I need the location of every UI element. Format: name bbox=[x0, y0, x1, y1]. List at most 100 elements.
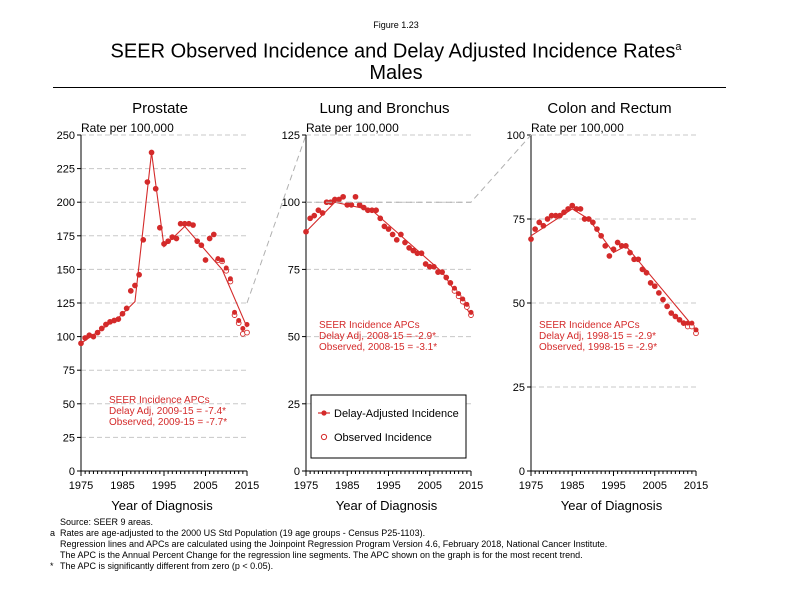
y-tick-label: 250 bbox=[57, 130, 75, 142]
delay-adjusted-point bbox=[681, 320, 687, 326]
delay-adjusted-point bbox=[627, 250, 633, 256]
x-tick-label: 1985 bbox=[560, 480, 584, 492]
y-tick-label: 0 bbox=[69, 466, 75, 478]
delay-adjusted-point bbox=[545, 216, 550, 222]
delay-adjusted-point bbox=[423, 261, 429, 267]
delay-adjusted-point bbox=[427, 264, 433, 270]
delay-adjusted-point bbox=[586, 216, 592, 222]
delay-adjusted-point bbox=[631, 256, 637, 262]
y-tick-label: 25 bbox=[513, 382, 525, 394]
delay-adjusted-point bbox=[406, 245, 412, 251]
connector-line bbox=[306, 134, 532, 203]
delay-adjusted-point bbox=[565, 206, 571, 212]
chart-title-text: SEER Observed Incidence and Delay Adjust… bbox=[110, 40, 676, 63]
delay-adjusted-point bbox=[115, 316, 121, 322]
delay-adjusted-point bbox=[569, 203, 575, 209]
scale-connectors bbox=[246, 134, 532, 304]
legend-observed-label: Observed Incidence bbox=[334, 432, 432, 444]
delay-adjusted-point bbox=[373, 207, 379, 213]
y-tick-label: 125 bbox=[282, 130, 300, 142]
panel-title: Lung and Bronchus bbox=[319, 100, 449, 117]
y-tick-label: 25 bbox=[288, 399, 300, 411]
panel-lung: 0 25 50 75 100 125 1975 1985 1995 2005 2015 Lung an… bbox=[282, 100, 484, 513]
delay-adjusted-point bbox=[182, 221, 188, 227]
delay-adjusted-point bbox=[232, 309, 238, 315]
delay-adjusted-point bbox=[169, 234, 175, 240]
footnotes: Source: SEER 9 areas. a Rates are age-adj… bbox=[50, 517, 607, 572]
delay-adjusted-point bbox=[414, 250, 420, 256]
title-footnote-marker: a bbox=[675, 41, 682, 53]
regression-line bbox=[305, 201, 472, 316]
delay-adjusted-point bbox=[677, 317, 682, 323]
delay-adjusted-point bbox=[99, 326, 105, 332]
footnote-star-line: The APC is significantly different from … bbox=[60, 561, 274, 571]
observed-point bbox=[244, 329, 250, 336]
delay-adjusted-point bbox=[532, 226, 538, 232]
delay-adjusted-point bbox=[315, 207, 321, 213]
delay-adjusted-point bbox=[648, 280, 654, 286]
y-tick-label: 125 bbox=[57, 298, 75, 310]
delay-adjusted-point bbox=[211, 231, 217, 237]
delay-adjusted-point bbox=[111, 317, 117, 323]
footnote-a-marker: a bbox=[50, 528, 56, 538]
delay-adjusted-point bbox=[361, 205, 367, 211]
delay-adjusted-point bbox=[86, 332, 92, 338]
delay-adjusted-point bbox=[606, 253, 612, 259]
delay-adjusted-point bbox=[578, 206, 583, 212]
delay-adjusted-point bbox=[573, 206, 579, 212]
delay-adjusted-point bbox=[398, 231, 404, 237]
delay-adjusted-point bbox=[611, 246, 616, 252]
y-tick-label: 50 bbox=[513, 298, 525, 310]
delay-adjusted-point bbox=[120, 311, 125, 317]
delay-adjusted-point bbox=[615, 240, 621, 246]
delay-adjusted-point bbox=[348, 202, 354, 208]
delay-adjusted-point bbox=[157, 225, 163, 231]
delay-adjusted-point bbox=[194, 238, 200, 244]
delay-adjusted-point bbox=[144, 179, 150, 185]
x-tick-label: 1995 bbox=[152, 480, 176, 492]
y-tick-label: 200 bbox=[57, 197, 75, 209]
delay-adjusted-point bbox=[128, 288, 134, 294]
delay-adjusted-point bbox=[594, 226, 600, 232]
legend: Delay-Adjusted Incidence Observed Inciden… bbox=[310, 394, 467, 459]
panel-title: Colon and Rectum bbox=[547, 100, 671, 117]
x-axis-label: Year of Diagnosis bbox=[111, 498, 213, 513]
y-tick-label: 75 bbox=[288, 264, 300, 276]
panel-title: Prostate bbox=[132, 100, 188, 117]
apc-annotation-line: Observed, 1998-15 = -2.9* bbox=[539, 342, 657, 353]
footnote-source: Source: SEER 9 areas. bbox=[60, 517, 154, 527]
delay-adjusted-point bbox=[619, 243, 625, 249]
delay-adjusted-point bbox=[652, 283, 658, 289]
delay-adjusted-point bbox=[190, 222, 196, 228]
y-tick-label: 225 bbox=[57, 164, 75, 176]
delay-adjusted-point bbox=[153, 186, 159, 192]
delay-adjusted-point bbox=[369, 207, 375, 213]
x-tick-label: 2015 bbox=[684, 480, 708, 492]
delay-adjusted-point bbox=[456, 291, 462, 297]
y-tick-label: 50 bbox=[63, 399, 75, 411]
chart-title: SEER Observed Incidence and Delay Adjust… bbox=[0, 35, 792, 64]
figure-label: Figure 1.23 bbox=[373, 20, 419, 30]
delay-adjusted-point bbox=[236, 317, 242, 323]
delay-adjusted-point bbox=[549, 213, 555, 219]
y-tick-label: 175 bbox=[57, 231, 75, 243]
x-tick-label: 1995 bbox=[601, 480, 625, 492]
connector-line bbox=[246, 134, 307, 304]
delay-adjusted-point bbox=[693, 327, 699, 333]
delay-adjusted-point bbox=[165, 238, 171, 244]
delay-adjusted-point bbox=[344, 202, 350, 208]
delay-adjusted-point bbox=[377, 215, 383, 221]
x-tick-label: 1975 bbox=[294, 480, 318, 492]
x-axis-label: Year of Diagnosis bbox=[336, 498, 438, 513]
delay-adjusted-point bbox=[107, 319, 113, 325]
delay-adjusted-point bbox=[582, 216, 588, 222]
x-tick-label: 2005 bbox=[418, 480, 442, 492]
delay-adjusted-point bbox=[439, 269, 445, 275]
delay-adjusted-point bbox=[381, 223, 387, 229]
delay-adjusted-point bbox=[590, 219, 596, 225]
panel-prostate: 0 25 50 75 100 125 150 175 200 225 250 1975 1985 1995… bbox=[57, 100, 260, 513]
delay-adjusted-point bbox=[540, 223, 546, 229]
delay-adjusted-point bbox=[215, 256, 221, 262]
delay-adjusted-point bbox=[320, 210, 325, 216]
